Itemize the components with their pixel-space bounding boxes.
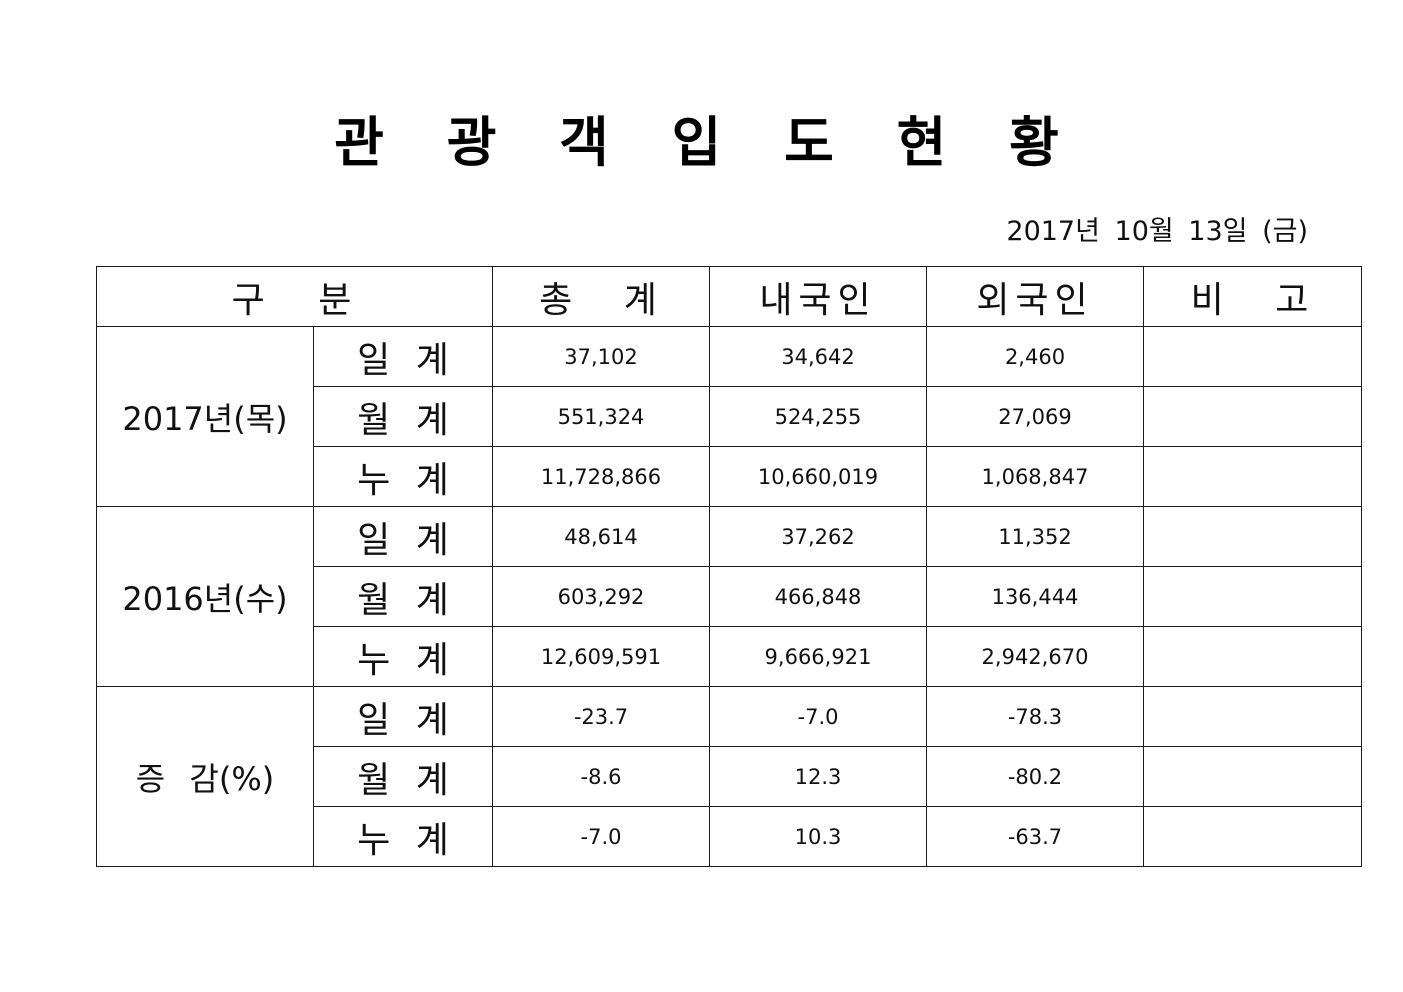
cell-total: 48,614 — [492, 506, 710, 567]
row-label: 월 계 — [313, 746, 493, 807]
table-row: 누 계 11,728,866 10,660,019 1,068,847 — [97, 446, 1362, 507]
cell-domestic: -7.0 — [709, 686, 927, 747]
cell-foreign: 27,069 — [926, 386, 1144, 447]
cell-domestic: 10,660,019 — [709, 446, 927, 507]
row-label: 누 계 — [313, 806, 493, 867]
row-label: 월 계 — [313, 386, 493, 447]
cell-domestic: 524,255 — [709, 386, 927, 447]
table-row: 누 계 12,609,591 9,666,921 2,942,670 — [97, 626, 1362, 687]
row-label: 누 계 — [313, 626, 493, 687]
cell-foreign: 136,444 — [926, 566, 1144, 627]
row-label: 일 계 — [313, 326, 493, 387]
table-row: 증 감(%) 일 계 -23.7 -7.0 -78.3 — [96, 686, 1362, 867]
cell-remarks — [1143, 326, 1362, 387]
header-row: 구 분 총 계 내국인 외국인 비 고 — [96, 266, 1362, 327]
table-row: 월 계 -8.6 12.3 -80.2 — [97, 746, 1362, 807]
cell-foreign: 2,460 — [926, 326, 1144, 387]
cell-remarks — [1143, 626, 1362, 687]
report-date: 2017년 10월 13일 (금) — [1006, 216, 1308, 247]
cell-remarks — [1143, 806, 1362, 867]
cell-total: -7.0 — [492, 806, 710, 867]
cell-domestic: 466,848 — [709, 566, 927, 627]
cell-total: 11,728,866 — [492, 446, 710, 507]
cell-domestic: 10.3 — [709, 806, 927, 867]
cell-total: -23.7 — [492, 686, 710, 747]
table-row: 2016년(수) 일 계 48,614 37,262 11,352 — [96, 506, 1362, 687]
header-foreign: 외국인 — [926, 266, 1144, 327]
tourist-stats-table: 구 분 총 계 내국인 외국인 비 고 2017년(목) 일 계 37,102 … — [96, 266, 1362, 867]
group-label-2017: 2017년(목) — [96, 326, 314, 507]
group-label-change: 증 감(%) — [96, 686, 314, 867]
cell-domestic: 9,666,921 — [709, 626, 927, 687]
table-row: 2017년(목) 일 계 37,102 34,642 2,460 — [96, 326, 1362, 507]
group-label-2016: 2016년(수) — [96, 506, 314, 687]
cell-remarks — [1143, 566, 1362, 627]
cell-remarks — [1143, 746, 1362, 807]
row-label: 누 계 — [313, 446, 493, 507]
cell-remarks — [1143, 686, 1362, 747]
cell-total: 603,292 — [492, 566, 710, 627]
table-row: 월 계 603,292 466,848 136,444 — [97, 566, 1362, 627]
header-remarks: 비 고 — [1143, 266, 1362, 327]
page-title: 관 광 객 입 도 현 황 — [334, 111, 1081, 174]
cell-total: -8.6 — [492, 746, 710, 807]
table-row: 누 계 -7.0 10.3 -63.7 — [97, 806, 1362, 867]
cell-domestic: 37,262 — [709, 506, 927, 567]
cell-foreign: -63.7 — [926, 806, 1144, 867]
cell-foreign: -80.2 — [926, 746, 1144, 807]
row-label: 일 계 — [313, 686, 493, 747]
header-domestic: 내국인 — [709, 266, 927, 327]
cell-domestic: 34,642 — [709, 326, 927, 387]
cell-foreign: 1,068,847 — [926, 446, 1144, 507]
cell-total: 37,102 — [492, 326, 710, 387]
row-label: 일 계 — [313, 506, 493, 567]
cell-remarks — [1143, 506, 1362, 567]
cell-foreign: 2,942,670 — [926, 626, 1144, 687]
cell-total: 12,609,591 — [492, 626, 710, 687]
cell-remarks — [1143, 386, 1362, 447]
row-label: 월 계 — [313, 566, 493, 627]
header-total: 총 계 — [492, 266, 710, 327]
header-category: 구 분 — [96, 266, 493, 327]
cell-domestic: 12.3 — [709, 746, 927, 807]
cell-foreign: 11,352 — [926, 506, 1144, 567]
cell-remarks — [1143, 446, 1362, 507]
cell-foreign: -78.3 — [926, 686, 1144, 747]
cell-total: 551,324 — [492, 386, 710, 447]
